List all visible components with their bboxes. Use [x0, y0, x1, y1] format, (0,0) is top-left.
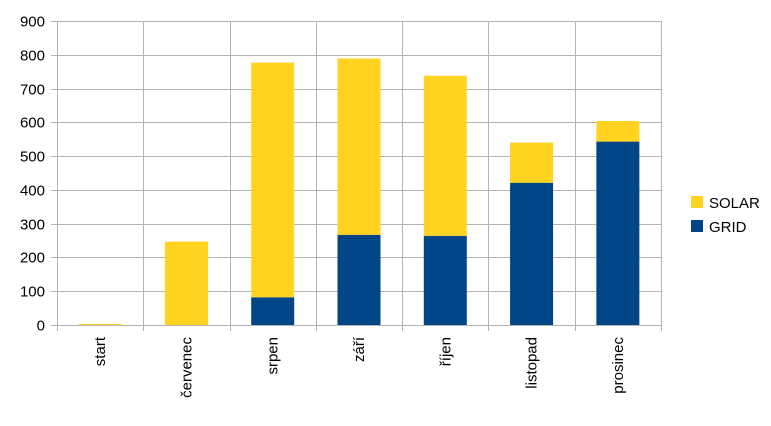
y-tick-label: 300	[20, 217, 45, 234]
legend: SOLAR GRID	[691, 195, 760, 236]
x-tick-label: start	[92, 336, 109, 366]
x-tick-label: červenec	[178, 337, 195, 398]
bar-grid-3	[337, 234, 381, 325]
axes: 0 100 200 300 400 500 600 700 800 900 start červene…	[20, 14, 627, 398]
y-tick-label: 0	[37, 318, 45, 335]
y-tick-label: 400	[20, 183, 45, 200]
bar-grid-6	[596, 141, 640, 325]
bar-solar-0	[78, 323, 122, 325]
bar-solar-4	[423, 75, 467, 236]
y-tick-label: 800	[20, 48, 45, 65]
legend-swatch-solar	[691, 196, 703, 208]
bar-grid-4	[423, 235, 467, 325]
bar-grid-5	[510, 182, 554, 325]
bar-solar-1	[164, 241, 208, 325]
legend-swatch-grid	[691, 220, 703, 232]
y-tick-label: 100	[20, 284, 45, 301]
bar-solar-3	[337, 58, 381, 235]
x-tick-label: prosinec	[610, 337, 627, 394]
x-tick-label: listopad	[524, 337, 541, 389]
y-tick-label: 600	[20, 115, 45, 132]
bars	[78, 58, 640, 325]
bar-grid-2	[251, 297, 295, 325]
bar-solar-5	[510, 142, 554, 183]
y-tick-label: 900	[20, 14, 45, 31]
x-tick-label: říjen	[437, 337, 454, 366]
y-tick-label: 700	[20, 82, 45, 99]
legend-label-grid: GRID	[709, 219, 747, 236]
x-tick-label: září	[351, 336, 368, 362]
y-tick-label: 200	[20, 250, 45, 267]
x-tick-label: srpen	[265, 337, 282, 375]
bar-solar-6	[596, 120, 640, 142]
y-tick-label: 500	[20, 149, 45, 166]
legend-label-solar: SOLAR	[709, 195, 760, 212]
bar-solar-2	[251, 62, 295, 298]
